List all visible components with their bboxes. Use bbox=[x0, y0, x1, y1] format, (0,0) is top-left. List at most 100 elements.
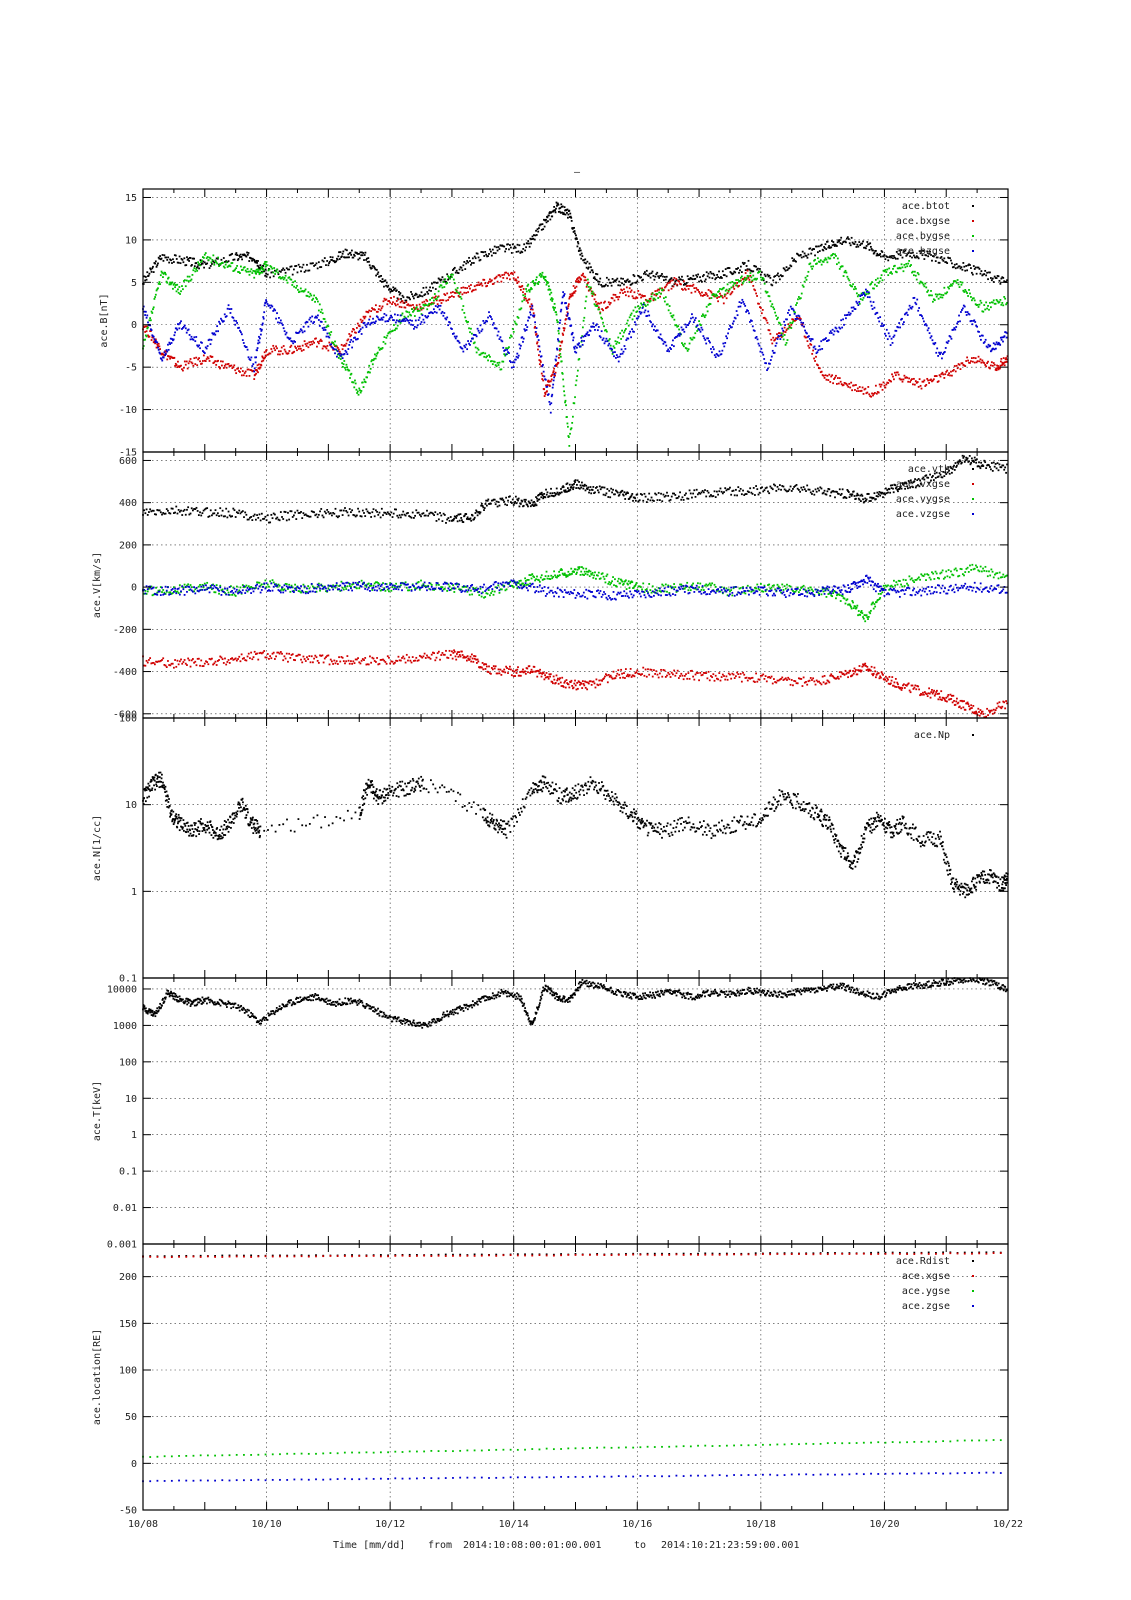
data-point bbox=[290, 344, 293, 347]
data-point bbox=[952, 465, 955, 468]
data-point bbox=[420, 291, 423, 294]
data-point bbox=[540, 355, 543, 358]
data-point bbox=[533, 314, 536, 317]
data-point bbox=[324, 329, 327, 331]
data-point bbox=[342, 250, 345, 253]
data-point bbox=[195, 506, 198, 509]
data-point bbox=[603, 486, 606, 489]
data-point bbox=[821, 348, 824, 350]
data-point bbox=[529, 311, 532, 314]
data-point bbox=[643, 295, 645, 297]
data-point bbox=[948, 335, 951, 337]
data-point bbox=[797, 317, 800, 320]
data-point bbox=[455, 335, 458, 338]
data-point bbox=[705, 293, 708, 296]
data-point bbox=[166, 281, 169, 284]
data-point bbox=[362, 386, 365, 388]
data-point bbox=[875, 285, 878, 287]
data-point bbox=[368, 309, 371, 312]
data-point bbox=[938, 261, 941, 264]
data-point bbox=[558, 321, 561, 324]
data-point bbox=[412, 310, 414, 313]
data-point bbox=[933, 472, 936, 475]
data-point bbox=[886, 268, 889, 271]
data-point bbox=[743, 276, 746, 279]
data-point bbox=[587, 285, 590, 288]
data-point bbox=[665, 275, 668, 278]
data-point bbox=[426, 300, 429, 302]
data-point bbox=[150, 270, 153, 273]
data-point bbox=[475, 510, 478, 513]
data-point bbox=[491, 323, 494, 326]
data-point bbox=[846, 275, 849, 278]
data-point bbox=[934, 342, 937, 344]
data-point bbox=[268, 352, 271, 355]
data-point bbox=[163, 254, 166, 257]
data-point bbox=[193, 265, 196, 268]
data-point bbox=[282, 278, 285, 281]
data-point bbox=[156, 264, 159, 267]
data-point bbox=[188, 513, 191, 516]
data-point bbox=[365, 257, 368, 260]
data-point bbox=[555, 365, 558, 367]
data-point bbox=[432, 512, 434, 515]
data-point bbox=[511, 498, 514, 501]
data-point bbox=[225, 261, 228, 264]
data-point bbox=[646, 303, 649, 306]
data-point bbox=[908, 481, 911, 484]
data-point bbox=[799, 490, 801, 493]
data-point bbox=[412, 324, 414, 326]
data-point bbox=[467, 291, 469, 294]
data-point bbox=[588, 334, 590, 336]
data-point bbox=[518, 244, 521, 247]
data-point bbox=[850, 493, 852, 496]
data-point bbox=[359, 318, 362, 321]
data-point bbox=[407, 319, 410, 322]
data-point bbox=[457, 291, 460, 294]
data-point bbox=[605, 337, 608, 340]
data-point bbox=[331, 514, 333, 517]
data-point bbox=[266, 273, 269, 276]
data-point bbox=[261, 322, 264, 325]
data-point bbox=[461, 519, 463, 522]
data-point bbox=[925, 383, 928, 386]
data-point bbox=[863, 500, 866, 503]
data-point bbox=[959, 267, 962, 270]
data-point bbox=[556, 204, 558, 207]
data-point bbox=[300, 511, 302, 513]
data-point bbox=[759, 268, 761, 270]
data-point bbox=[174, 331, 176, 334]
data-point bbox=[583, 340, 585, 342]
data-point bbox=[450, 273, 452, 276]
data-point bbox=[775, 281, 777, 284]
data-point bbox=[893, 265, 895, 268]
data-point bbox=[364, 324, 367, 327]
data-point bbox=[511, 361, 514, 364]
data-point bbox=[722, 342, 725, 345]
data-point bbox=[546, 390, 548, 393]
data-point bbox=[181, 514, 184, 516]
data-point bbox=[1005, 303, 1007, 306]
data-point bbox=[799, 318, 802, 320]
data-point bbox=[810, 338, 813, 340]
data-point bbox=[620, 288, 623, 291]
data-point bbox=[629, 314, 632, 317]
data-point bbox=[175, 505, 178, 508]
data-point bbox=[432, 286, 434, 289]
data-point bbox=[396, 303, 399, 306]
data-point bbox=[692, 321, 695, 324]
data-point bbox=[305, 345, 308, 347]
data-point bbox=[992, 347, 994, 350]
data-point bbox=[536, 282, 539, 284]
data-point bbox=[874, 249, 877, 252]
data-point bbox=[947, 466, 950, 469]
data-point bbox=[445, 299, 448, 302]
data-point bbox=[994, 277, 997, 279]
data-point bbox=[884, 258, 887, 261]
data-point bbox=[735, 284, 738, 287]
data-point bbox=[195, 336, 198, 338]
data-point bbox=[528, 242, 530, 245]
data-point bbox=[830, 254, 833, 257]
data-point bbox=[567, 490, 570, 493]
data-point bbox=[157, 348, 160, 351]
